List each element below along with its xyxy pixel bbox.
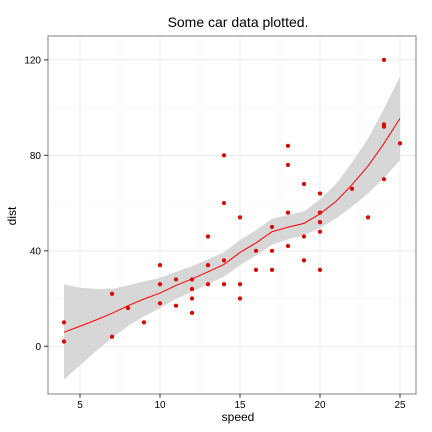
data-point	[317, 267, 323, 272]
data-point	[317, 220, 323, 225]
x-axis-label: speed	[222, 410, 255, 424]
data-point	[285, 143, 291, 148]
confidence-ribbon	[64, 76, 400, 380]
data-point	[269, 224, 275, 230]
data-point	[301, 181, 307, 187]
data-point	[301, 234, 307, 239]
data-points	[61, 57, 403, 344]
data-point	[125, 305, 131, 311]
data-point	[205, 263, 211, 268]
data-point	[61, 339, 67, 344]
x-tick-label: 10	[154, 400, 166, 411]
y-axis-label: dist	[5, 206, 19, 225]
data-point	[157, 282, 163, 287]
data-point	[349, 186, 355, 191]
smooth-line	[63, 118, 401, 333]
y-tick-label: 0	[35, 342, 41, 353]
smooth-line-group	[63, 118, 401, 333]
data-point	[109, 334, 115, 339]
data-point	[205, 282, 211, 287]
data-point	[397, 141, 403, 146]
y-tick-label: 40	[30, 246, 42, 257]
data-point	[205, 234, 211, 239]
x-tick-label: 25	[394, 400, 406, 411]
data-point	[189, 310, 195, 315]
axes: 5 10 15 20 25 0 40 80 120	[24, 35, 417, 411]
data-point	[381, 177, 387, 182]
y-tick-label: 80	[30, 151, 42, 162]
data-point	[301, 258, 307, 263]
data-point	[221, 153, 227, 158]
data-point	[157, 263, 163, 268]
data-point	[109, 291, 115, 296]
data-point	[141, 320, 147, 325]
x-tick-label: 5	[77, 400, 83, 411]
confidence-ribbon-group	[64, 76, 400, 380]
data-point	[173, 277, 179, 282]
data-point	[285, 243, 291, 249]
data-point	[253, 248, 259, 253]
data-point	[237, 296, 243, 301]
data-point	[285, 210, 291, 215]
data-point	[237, 282, 243, 287]
data-point	[381, 122, 387, 127]
data-point	[317, 210, 323, 215]
x-tick-label: 15	[234, 400, 246, 411]
data-point	[221, 200, 227, 206]
data-point	[173, 303, 179, 308]
data-point	[189, 286, 195, 292]
data-point	[269, 267, 275, 272]
y-tick-label: 120	[24, 55, 41, 66]
data-point	[157, 301, 163, 306]
data-point	[221, 282, 227, 287]
data-point	[253, 267, 259, 272]
data-point	[269, 248, 275, 253]
data-point	[285, 162, 291, 167]
data-point	[365, 215, 371, 220]
panel-border	[47, 35, 417, 395]
data-point	[381, 57, 387, 62]
chart-title: Some car data plotted.	[168, 14, 309, 30]
data-point	[221, 258, 227, 263]
x-tick-label: 20	[314, 400, 326, 411]
data-point	[317, 191, 323, 196]
data-point	[237, 215, 243, 220]
data-point	[189, 296, 195, 301]
data-point	[317, 229, 323, 234]
data-point	[61, 320, 67, 325]
